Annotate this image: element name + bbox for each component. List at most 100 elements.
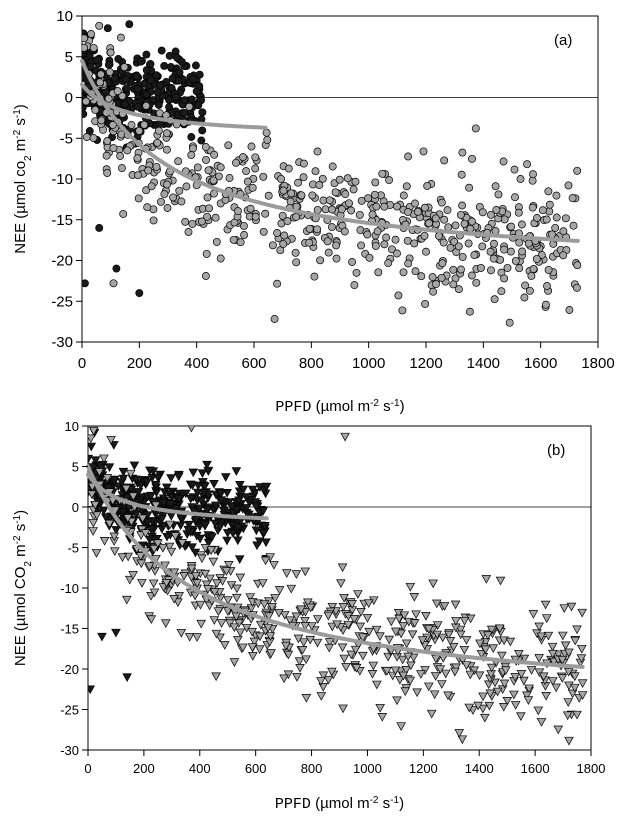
scatter-point — [123, 146, 132, 155]
scatter-point — [113, 87, 122, 96]
scatter-point — [255, 620, 266, 630]
scatter-point — [241, 493, 251, 502]
x-tick-label: 800 — [299, 355, 324, 372]
scatter-point — [152, 71, 161, 80]
scatter-point — [239, 221, 248, 230]
scatter-point — [525, 286, 534, 295]
scatter-point — [393, 249, 401, 258]
scatter-point — [162, 532, 172, 542]
scatter-point — [310, 272, 319, 281]
scatter-point — [174, 494, 184, 504]
scatter-point — [451, 617, 461, 626]
scatter-point — [461, 636, 472, 645]
scatter-point — [542, 215, 551, 224]
scatter-point — [145, 466, 155, 476]
y-axis-title-part: 2 — [23, 155, 34, 161]
scatter-point — [254, 645, 265, 655]
scatter-point — [82, 110, 88, 118]
scatter-point — [553, 725, 564, 735]
scatter-point — [522, 691, 532, 701]
scatter-point — [232, 505, 242, 515]
x-tick-label: 1200 — [409, 761, 438, 776]
scatter-point — [103, 483, 114, 493]
scatter-point — [149, 588, 160, 598]
scatter-point — [220, 641, 230, 650]
scatter-point — [526, 666, 537, 675]
scatter-point — [570, 683, 580, 693]
scatter-point — [223, 596, 233, 605]
scatter-point — [437, 273, 446, 282]
scatter-point — [263, 135, 272, 144]
x-axis-title-unit: s — [378, 795, 390, 812]
scatter-point — [343, 174, 352, 183]
x-axis-title: PPFD (µmol m-2 s-1) — [275, 795, 404, 814]
scatter-point — [97, 116, 106, 125]
scatter-point — [303, 598, 313, 608]
scatter-point — [236, 238, 245, 247]
scatter-point — [464, 703, 475, 713]
scatter-point — [197, 554, 207, 564]
scatter-point — [185, 494, 196, 504]
scatter-point — [109, 547, 120, 557]
scatter-point — [324, 643, 335, 653]
scatter-point — [459, 645, 470, 655]
scatter-point — [510, 701, 521, 710]
scatter-point — [495, 576, 506, 586]
scatter-point — [264, 191, 273, 200]
scatter-point — [292, 673, 302, 682]
scatter-point — [92, 511, 102, 521]
scatter-point — [252, 541, 262, 551]
scatter-point — [524, 684, 534, 694]
scatter-point — [123, 514, 133, 523]
scatter-point — [277, 174, 286, 183]
scatter-point — [273, 229, 282, 237]
scatter-point — [135, 552, 146, 561]
scatter-point — [514, 650, 524, 659]
scatter-point — [103, 137, 112, 145]
scatter-point — [405, 582, 416, 592]
scatter-point — [212, 579, 222, 589]
scatter-point — [564, 736, 574, 746]
scatter-point — [166, 474, 176, 483]
scatter-point — [371, 178, 380, 187]
scatter-point — [122, 673, 132, 683]
scatter-point — [340, 227, 349, 236]
scatter-point — [126, 485, 137, 495]
scatter-point — [179, 572, 189, 581]
scatter-point — [101, 513, 111, 523]
scatter-point — [88, 442, 97, 452]
scatter-point — [401, 639, 412, 649]
scatter-point — [169, 193, 178, 202]
scatter-point — [122, 595, 132, 605]
scatter-point — [300, 567, 311, 577]
scatter-point — [104, 94, 113, 103]
scatter-point — [134, 171, 142, 180]
scatter-point — [380, 240, 389, 249]
scatter-point — [560, 641, 571, 651]
scatter-point — [480, 645, 491, 655]
scatter-point — [464, 239, 473, 248]
scatter-point — [175, 68, 184, 77]
scatter-point — [195, 82, 204, 91]
scatter-point — [232, 593, 242, 603]
scatter-point — [187, 503, 197, 512]
scatter-point — [203, 538, 214, 548]
scatter-point — [350, 645, 361, 655]
scatter-point — [125, 469, 136, 479]
scatter-point — [200, 569, 211, 579]
scatter-point — [397, 655, 408, 665]
scatter-point — [562, 711, 573, 721]
scatter-point — [292, 212, 301, 221]
scatter-point — [163, 204, 172, 212]
scatter-point — [120, 63, 129, 72]
scatter-point — [136, 559, 147, 569]
scatter-point — [142, 90, 151, 99]
scatter-point — [443, 206, 452, 215]
scatter-point — [279, 186, 288, 195]
scatter-point — [202, 249, 211, 258]
scatter-point — [457, 170, 466, 179]
scatter-point — [189, 75, 198, 84]
scatter-point — [350, 281, 359, 290]
y-tick-label: 5 — [65, 49, 73, 66]
scatter-point — [187, 133, 196, 141]
